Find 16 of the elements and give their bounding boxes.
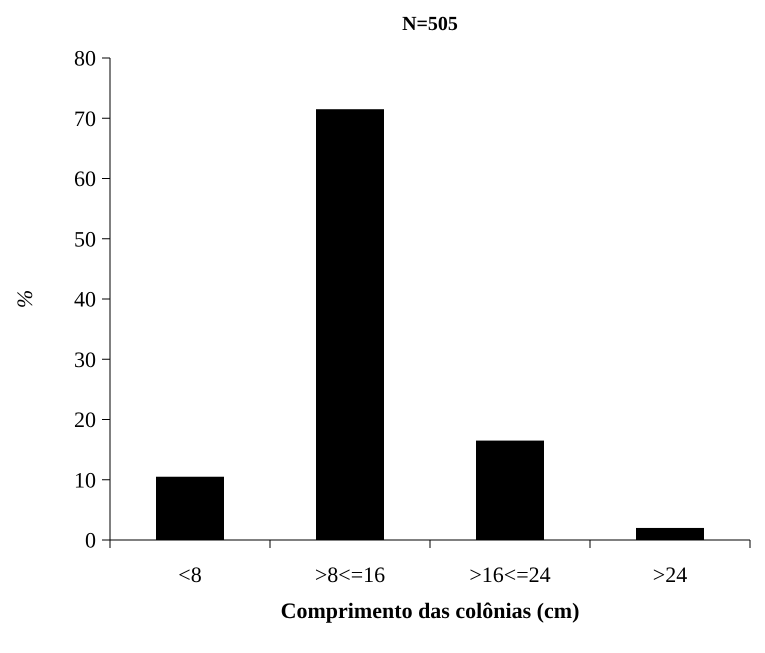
x-tick-label: >8<=16 bbox=[314, 562, 386, 587]
x-axis-title: Comprimento das colônias (cm) bbox=[280, 598, 580, 623]
x-tick-label: >16<=24 bbox=[469, 562, 551, 587]
y-tick-label: 0 bbox=[85, 528, 96, 553]
y-tick-label: 70 bbox=[74, 106, 96, 131]
y-tick-label: 30 bbox=[74, 346, 96, 372]
y-tick-label: 20 bbox=[74, 407, 96, 432]
y-tick-label: 80 bbox=[74, 46, 96, 71]
x-tick-label: >24 bbox=[652, 562, 688, 587]
y-tick-label: 50 bbox=[74, 226, 96, 252]
x-tick-label: <8 bbox=[178, 562, 202, 587]
chart-title: N=505 bbox=[402, 13, 458, 35]
y-tick-label: 40 bbox=[74, 286, 96, 312]
y-tick-label: 60 bbox=[74, 166, 96, 192]
y-axis-title: % bbox=[12, 290, 37, 308]
y-tick-label: 10 bbox=[74, 467, 96, 492]
